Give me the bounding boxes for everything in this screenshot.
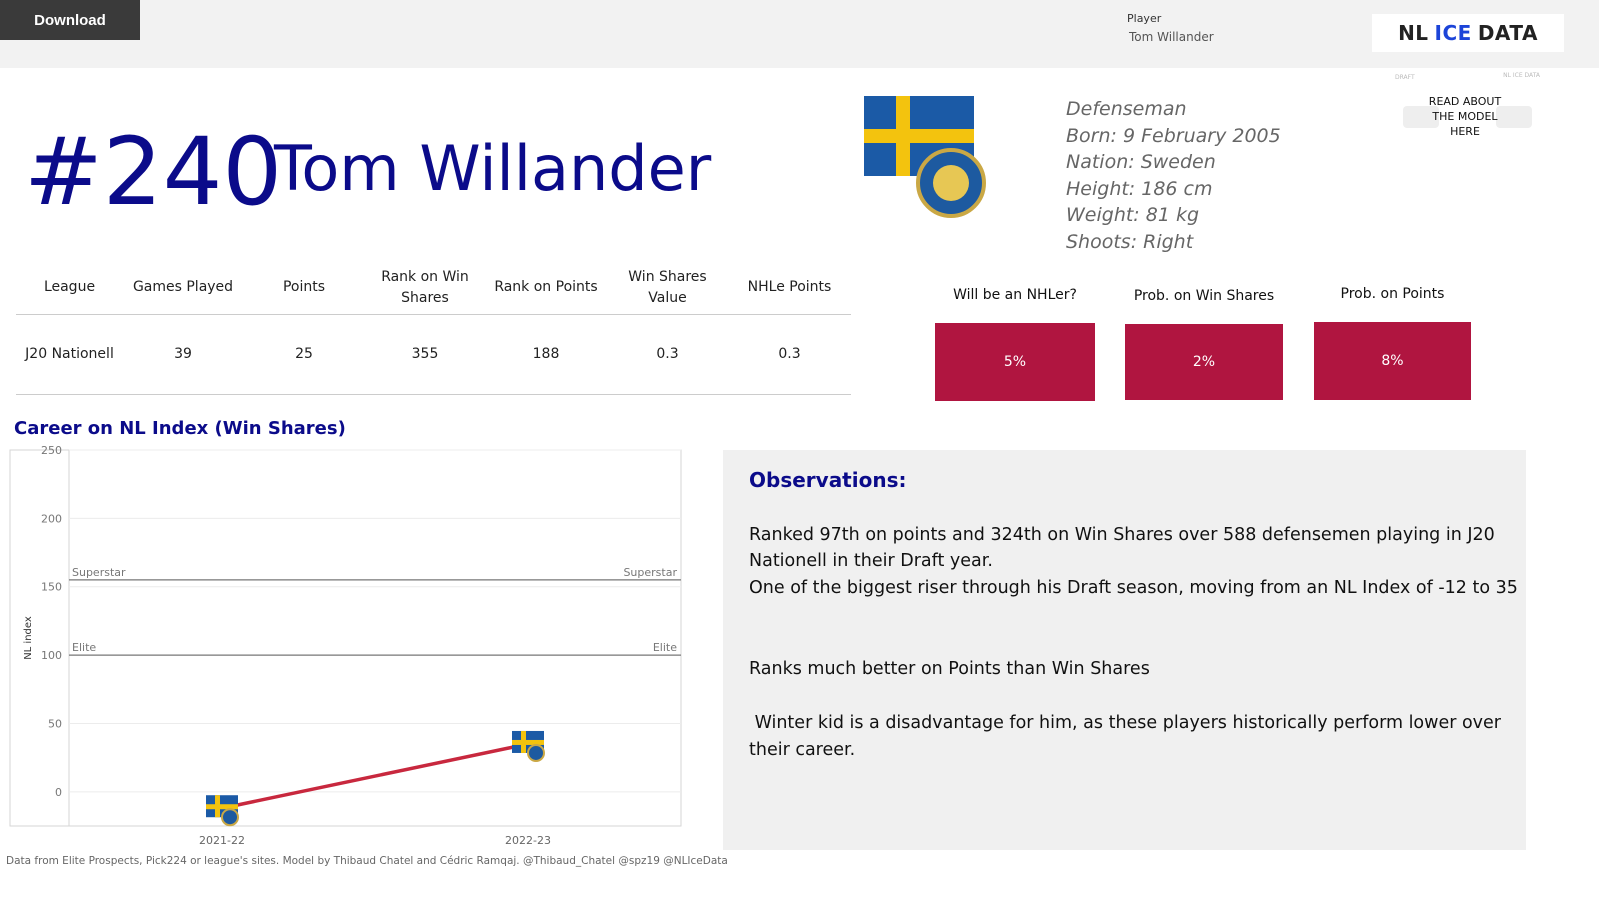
- observation-line: Ranks much better on Points than Win Sha…: [749, 659, 1150, 679]
- reference-label-left: Elite: [72, 641, 96, 654]
- col-header-ws-value: Win Shares Value: [607, 262, 728, 315]
- observation-line: Nationell in their Draft year.: [749, 551, 993, 571]
- player-filter-value[interactable]: Tom Willander: [1129, 30, 1214, 44]
- col-header-nhle: NHLe Points: [728, 262, 851, 315]
- reference-label-right: Elite: [653, 641, 677, 654]
- observation-line: their career.: [749, 740, 856, 760]
- col-header-rank-ws: Rank on Win Shares: [365, 262, 485, 315]
- top-bar: Download Player Tom Willander NL ICE DAT…: [0, 0, 1599, 68]
- bio-height: Height: 186 cm: [1066, 177, 1213, 200]
- y-tick-label: 100: [41, 649, 62, 662]
- observation-line: Ranked 97th on points and 324th on Win S…: [749, 525, 1495, 545]
- logo-text-ice: ICE: [1434, 21, 1472, 45]
- observations-title: Observations:: [749, 468, 907, 492]
- col-header-points: Points: [243, 262, 365, 315]
- col-header-league: League: [16, 262, 123, 315]
- brand-logo: NL ICE DATA: [1372, 14, 1564, 52]
- read-about-model-link[interactable]: DRAFT NL ICE DATA READ ABOUT THE MODEL H…: [1395, 72, 1540, 156]
- col-header-games: Games Played: [123, 262, 243, 315]
- model-faint-right: NL ICE DATA: [1503, 72, 1540, 79]
- download-button[interactable]: Download: [0, 0, 140, 40]
- bio-weight: Weight: 81 kg: [1066, 204, 1200, 226]
- y-axis-label: NL index: [23, 616, 34, 660]
- nhler-prob-tile: 5%: [935, 323, 1095, 401]
- pts-prob-tile: 8%: [1314, 322, 1471, 400]
- stats-table: League Games Played Points Rank on Win S…: [16, 262, 851, 395]
- logo-text-nl: NL: [1398, 21, 1429, 45]
- observation-line: Winter kid is a disadvantage for him, as…: [749, 713, 1501, 733]
- player-name: Tom Willander: [274, 132, 712, 205]
- reference-label-left: Superstar: [72, 566, 126, 579]
- sweden-flag-icon: [864, 96, 974, 176]
- y-tick-label: 0: [55, 786, 62, 799]
- cell-nhle: 0.3: [728, 314, 851, 395]
- y-tick-label: 200: [41, 512, 62, 525]
- sweden-flag-icon: [206, 795, 239, 827]
- logo-text-data: DATA: [1477, 21, 1538, 45]
- federation-crest-icon: [916, 148, 986, 218]
- model-link-text: READ ABOUT THE MODEL HERE: [1428, 95, 1502, 138]
- footer-credits: Data from Elite Prospects, Pick224 or le…: [6, 855, 728, 867]
- sweden-flag-icon: [512, 730, 545, 762]
- x-tick-label: 2021-22: [199, 834, 245, 845]
- y-tick-label: 250: [41, 444, 62, 457]
- career-chart: 0 50 100 150 200 250 NL index Superstar Supersta…: [9, 444, 682, 845]
- col-header-rank-points: Rank on Points: [485, 262, 607, 315]
- bio-position: Defenseman: [1066, 98, 1187, 120]
- cell-games: 39: [123, 314, 243, 395]
- player-filter-label: Player: [1127, 12, 1162, 25]
- draft-rank-number: #240: [24, 118, 283, 227]
- cell-rank-points: 188: [485, 314, 607, 395]
- x-tick-label: 2022-23: [505, 834, 551, 845]
- model-decor-pill: [1496, 106, 1532, 128]
- bio-nation: Nation: Sweden: [1066, 151, 1216, 173]
- chart-frame: [9, 449, 682, 827]
- ws-prob-label: Prob. on Win Shares: [1133, 288, 1275, 304]
- reference-label-right: Superstar: [623, 566, 677, 579]
- y-tick-label: 150: [41, 581, 62, 594]
- bio-shoots: Shoots: Right: [1066, 230, 1194, 253]
- model-faint-left: DRAFT: [1395, 74, 1415, 81]
- model-decor-pill: [1403, 106, 1439, 128]
- nhler-prob-label: Will be an NHLer?: [953, 287, 1077, 303]
- cell-rank-ws: 355: [365, 314, 485, 395]
- observations-panel: Observations: Ranked 97th on points and …: [723, 450, 1526, 850]
- chart-title: Career on NL Index (Win Shares): [14, 418, 346, 439]
- table-header-row: League Games Played Points Rank on Win S…: [16, 262, 851, 315]
- pts-prob-label: Prob. on Points: [1340, 286, 1445, 302]
- series-line: [221, 742, 529, 810]
- bio-born: Born: 9 February 2005: [1066, 124, 1281, 147]
- observation-line: One of the biggest riser through his Dra…: [749, 578, 1518, 598]
- cell-league: J20 Nationell: [16, 314, 123, 395]
- cell-points: 25: [243, 314, 365, 395]
- ws-prob-tile: 2%: [1125, 324, 1283, 400]
- table-row: J20 Nationell 39 25 355 188 0.3 0.3: [16, 314, 851, 395]
- player-bio: Defenseman Born: 9 February 2005 Nation:…: [1066, 96, 1281, 255]
- cell-ws-value: 0.3: [607, 314, 728, 395]
- y-tick-label: 50: [48, 717, 62, 730]
